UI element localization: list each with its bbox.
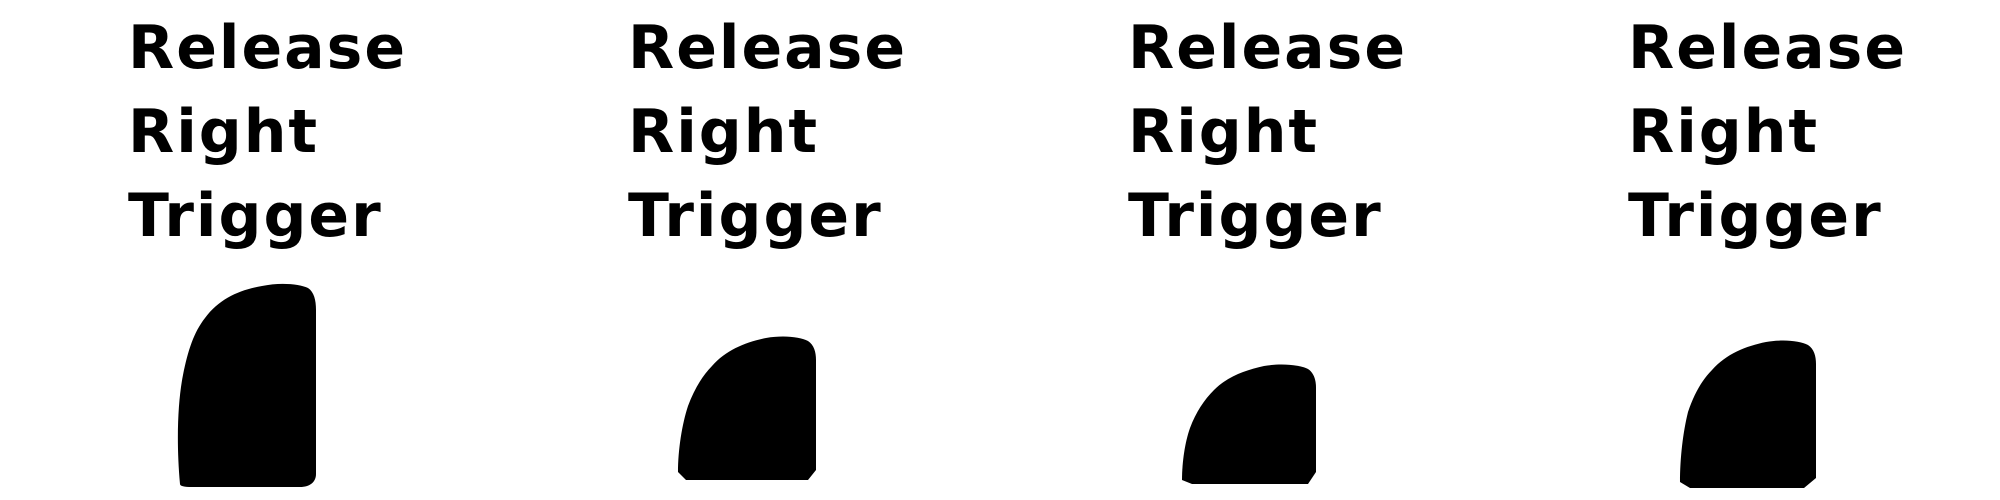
release-right-trigger-prompt: Release Right Trigger [628, 6, 907, 258]
sequence-frame-1: Release Right Trigger [0, 0, 500, 500]
prompt-line-3: Trigger [1628, 181, 1883, 251]
prompt-line-3: Trigger [128, 181, 383, 251]
sequence-frame-3: Release Right Trigger [1000, 0, 1500, 500]
right-trigger-icon [1680, 340, 1816, 488]
prompt-line-1: Release [628, 13, 908, 83]
right-trigger-icon [1182, 364, 1316, 484]
prompt-line-1: Release [128, 13, 408, 83]
release-right-trigger-prompt: Release Right Trigger [1128, 6, 1407, 258]
prompt-line-1: Release [1628, 13, 1908, 83]
prompt-line-3: Trigger [1128, 181, 1383, 251]
prompt-line-2: Right [128, 97, 320, 167]
prompt-line-2: Right [628, 97, 820, 167]
prompt-line-2: Right [1128, 97, 1320, 167]
sequence-frame-4: Release Right Trigger [1500, 0, 2000, 500]
prompt-line-1: Release [1128, 13, 1408, 83]
sequence-frame-2: Release Right Trigger [500, 0, 1000, 500]
release-right-trigger-prompt: Release Right Trigger [128, 6, 407, 258]
right-trigger-icon [177, 283, 316, 487]
prompt-line-3: Trigger [628, 181, 883, 251]
right-trigger-icon [678, 336, 816, 480]
release-right-trigger-prompt: Release Right Trigger [1628, 6, 1907, 258]
prompt-line-2: Right [1628, 97, 1820, 167]
